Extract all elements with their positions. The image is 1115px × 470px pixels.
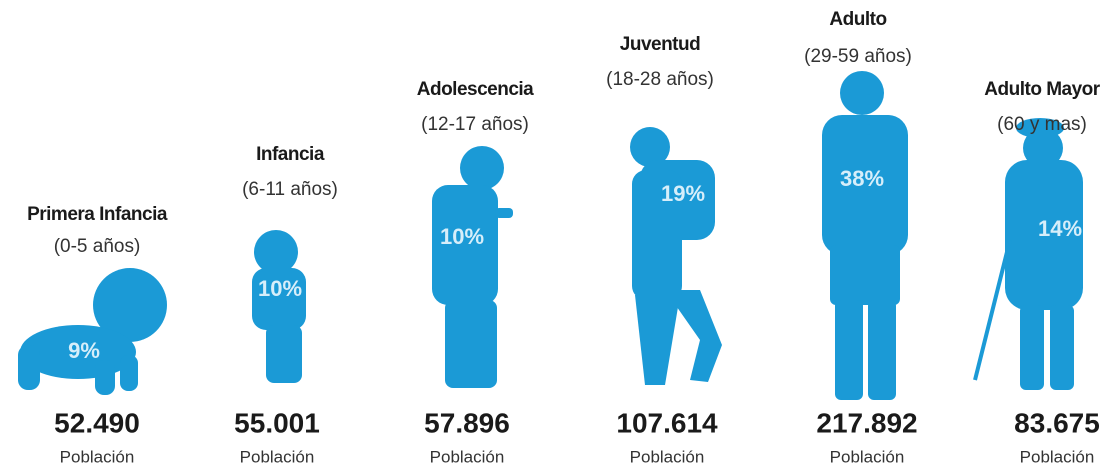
group-percent: 9% [68,338,100,363]
group-percent: 19% [661,181,705,206]
group-percent: 10% [440,224,484,249]
group-name: Infancia [256,144,325,165]
population-label: Población [1020,447,1095,466]
group-percent: 38% [840,166,884,191]
group-age: (12-17 años) [421,114,529,135]
population-label: Población [240,447,315,466]
population: 107.614 [616,407,718,438]
group-percent: 14% [1038,216,1082,241]
child-silhouette [252,230,306,383]
population-label: Población [830,447,905,466]
teen-silhouette [432,146,513,388]
population-label: Población [60,447,135,466]
group-name: Adulto Mayor [984,79,1100,100]
group-age: (0-5 años) [54,236,141,257]
group-name: Adolescencia [417,79,534,100]
group-name: Primera Infancia [27,204,168,225]
infographic: Primera Infancia (0-5 años) 9% 52.490 Po… [0,0,1115,470]
elder-silhouette [975,118,1083,390]
youth-silhouette [630,127,722,385]
group-percent: 10% [258,276,302,301]
group-name: Juventud [620,34,700,55]
population: 83.675 [1014,407,1100,438]
population: 52.490 [54,407,140,438]
group-age: (6-11 años) [242,179,338,200]
population: 55.001 [234,407,320,438]
population: 57.896 [424,407,510,438]
population: 217.892 [816,407,917,438]
group-age: (29-59 años) [804,46,912,67]
group-age: (18-28 años) [606,69,714,90]
population-label: Población [630,447,705,466]
baby-silhouette [18,268,167,395]
adult-silhouette [822,71,908,400]
group-age: (60 y mas) [997,114,1087,135]
population-label: Población [430,447,505,466]
group-name: Adulto [829,9,886,30]
